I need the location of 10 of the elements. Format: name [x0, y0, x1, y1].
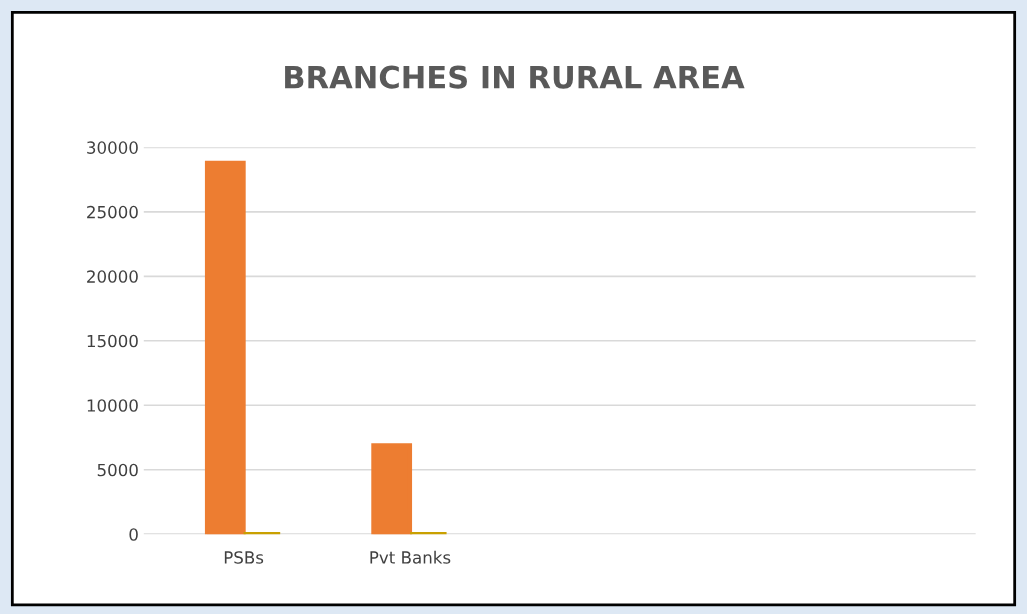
y-tick-label: 25000: [87, 205, 138, 219]
chart-title: BRANCHES IN RURAL AREA: [285, 65, 745, 89]
x-tick-label: PSBs: [224, 551, 264, 564]
y-tick-label: 0: [129, 528, 138, 541]
y-tick-label: 30000: [87, 141, 138, 154]
y-tick-label: 10000: [87, 399, 138, 412]
y-tick-label: 20000: [87, 270, 138, 283]
x-tick-label: Pvt Banks: [370, 550, 451, 564]
y-tick-label: 15000: [87, 334, 138, 348]
y-tick-label: 5000: [97, 463, 138, 477]
